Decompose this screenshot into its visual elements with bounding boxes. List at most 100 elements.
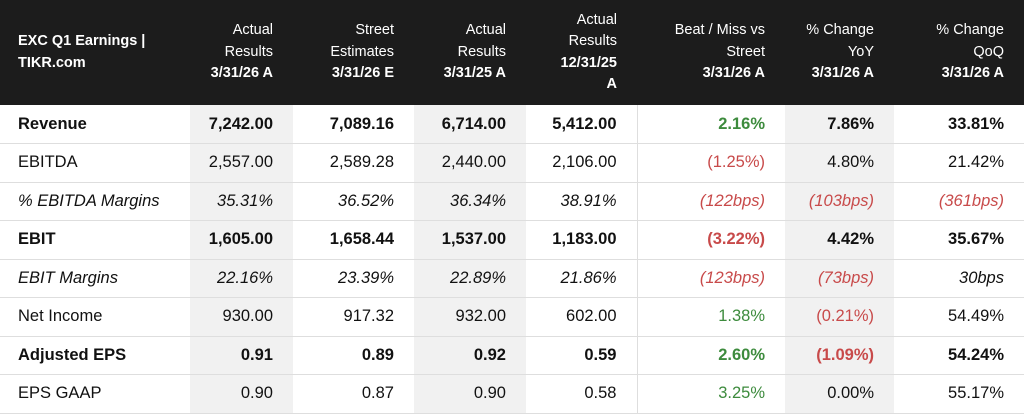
table-cell: 36.34% bbox=[414, 182, 526, 221]
table-cell: 0.00% bbox=[785, 374, 894, 414]
table-cell: 917.32 bbox=[293, 297, 414, 337]
table-cell: 0.91 bbox=[190, 336, 293, 375]
table-row-ebitda: EBITDA 2,557.00 2,589.28 2,440.00 2,106.… bbox=[0, 143, 1024, 183]
table-cell: 30bps bbox=[894, 259, 1024, 298]
table-cell: 23.39% bbox=[293, 259, 414, 298]
title-line-2: TIKR.com bbox=[18, 54, 86, 71]
column-header-date: 3/31/26 A bbox=[702, 65, 765, 82]
table-cell: 7,089.16 bbox=[293, 105, 414, 144]
table-cell: 0.87 bbox=[293, 374, 414, 414]
column-header-date: 12/31/25 bbox=[560, 54, 617, 71]
table-cell: (122bps) bbox=[636, 182, 785, 221]
column-header-date: 3/31/25 A bbox=[443, 65, 506, 82]
table-cell: 2,440.00 bbox=[414, 143, 526, 183]
row-label: Revenue bbox=[0, 105, 190, 144]
table-cell: 2.60% bbox=[636, 336, 785, 375]
table-row-adjusted-eps: Adjusted EPS 0.91 0.89 0.92 0.59 2.60% (… bbox=[0, 336, 1024, 375]
table-cell: 54.24% bbox=[894, 336, 1024, 375]
table-cell: 6,714.00 bbox=[414, 105, 526, 144]
table-cell: 21.42% bbox=[894, 143, 1024, 183]
table-row-eps-gaap: EPS GAAP 0.90 0.87 0.90 0.58 3.25% 0.00%… bbox=[0, 374, 1024, 414]
column-header-beat-miss: Beat / Miss vs Street 3/31/26 A bbox=[637, 0, 785, 105]
table-cell: 1,537.00 bbox=[414, 220, 526, 260]
column-header-line: Actual bbox=[576, 11, 617, 28]
table-cell: 1,183.00 bbox=[526, 220, 637, 260]
row-label: Net Income bbox=[0, 297, 190, 337]
table-cell: 35.31% bbox=[190, 182, 293, 221]
table-cell: (0.21%) bbox=[785, 297, 894, 337]
column-header-line: Actual bbox=[232, 22, 273, 39]
table-cell: (1.09%) bbox=[785, 336, 894, 375]
column-header-date: 3/31/26 A bbox=[811, 65, 874, 82]
table-cell: 22.16% bbox=[190, 259, 293, 298]
column-header-line: Results bbox=[224, 43, 273, 60]
row-label: EBITDA bbox=[0, 143, 190, 183]
column-header-line: Street bbox=[355, 22, 394, 39]
table-cell: 7,242.00 bbox=[190, 105, 293, 144]
table-cell: 0.58 bbox=[526, 374, 637, 414]
table-cell: 33.81% bbox=[894, 105, 1024, 144]
row-label: EBIT Margins bbox=[0, 259, 190, 298]
table-cell: 55.17% bbox=[894, 374, 1024, 414]
table-cell: 21.86% bbox=[526, 259, 637, 298]
table-cell: 0.90 bbox=[414, 374, 526, 414]
table-cell: 2,589.28 bbox=[293, 143, 414, 183]
table-cell: 22.89% bbox=[414, 259, 526, 298]
table-cell: 0.92 bbox=[414, 336, 526, 375]
column-header-actual-q4-25: Actual Results 12/31/25 A bbox=[526, 0, 637, 105]
column-header-date: 3/31/26 A bbox=[941, 65, 1004, 82]
table-cell: 0.59 bbox=[526, 336, 637, 375]
table-cell: 2,106.00 bbox=[526, 143, 637, 183]
column-header-line: Beat / Miss vs bbox=[674, 22, 765, 39]
table-cell: 38.91% bbox=[526, 182, 637, 221]
column-header-date: A bbox=[606, 76, 617, 92]
table-cell: 2,557.00 bbox=[190, 143, 293, 183]
column-header-street-estimates: Street Estimates 3/31/26 E bbox=[293, 0, 414, 105]
row-label: % EBITDA Margins bbox=[0, 182, 190, 221]
table-cell: 932.00 bbox=[414, 297, 526, 337]
table-cell: 7.86% bbox=[785, 105, 894, 144]
table-cell: 4.80% bbox=[785, 143, 894, 183]
row-label: EBIT bbox=[0, 220, 190, 260]
table-cell: 1,605.00 bbox=[190, 220, 293, 260]
column-header-line: Actual bbox=[465, 22, 506, 39]
table-row-ebitda-margins: % EBITDA Margins 35.31% 36.52% 36.34% 38… bbox=[0, 182, 1024, 221]
column-header-line: Street bbox=[726, 43, 765, 60]
column-header-actual-q1-26: Actual Results 3/31/26 A bbox=[190, 0, 293, 105]
column-header-date: 3/31/26 E bbox=[331, 65, 394, 82]
table-title: EXC Q1 Earnings | TIKR.com bbox=[0, 0, 190, 105]
table-cell: 5,412.00 bbox=[526, 105, 637, 144]
table-cell: (361bps) bbox=[894, 182, 1024, 221]
table-row-ebit: EBIT 1,605.00 1,658.44 1,537.00 1,183.00… bbox=[0, 220, 1024, 260]
table-cell: 3.25% bbox=[636, 374, 785, 414]
table-cell: 0.89 bbox=[293, 336, 414, 375]
table-cell: (3.22%) bbox=[636, 220, 785, 260]
column-header-line: YoY bbox=[847, 43, 874, 60]
header-row: EXC Q1 Earnings | TIKR.com Actual Result… bbox=[0, 0, 1024, 105]
table-cell: (73bps) bbox=[785, 259, 894, 298]
table-cell: 1.38% bbox=[636, 297, 785, 337]
table-cell: 602.00 bbox=[526, 297, 637, 337]
column-header-change-qoq: % Change QoQ 3/31/26 A bbox=[894, 0, 1024, 105]
column-header-line: QoQ bbox=[973, 43, 1004, 60]
table-cell: 36.52% bbox=[293, 182, 414, 221]
column-header-line: Results bbox=[568, 33, 617, 49]
table-cell: 2.16% bbox=[636, 105, 785, 144]
column-header-date: 3/31/26 A bbox=[210, 65, 273, 82]
table-cell: 35.67% bbox=[894, 220, 1024, 260]
table-row-net-income: Net Income 930.00 917.32 932.00 602.00 1… bbox=[0, 297, 1024, 337]
table-cell: (103bps) bbox=[785, 182, 894, 221]
title-line-1: EXC Q1 Earnings | bbox=[18, 33, 146, 49]
table-cell: (123bps) bbox=[636, 259, 785, 298]
table-cell: 4.42% bbox=[785, 220, 894, 260]
table-row-ebit-margins: EBIT Margins 22.16% 23.39% 22.89% 21.86%… bbox=[0, 259, 1024, 298]
table-cell: (1.25%) bbox=[636, 143, 785, 183]
column-header-change-yoy: % Change YoY 3/31/26 A bbox=[785, 0, 894, 105]
table-cell: 54.49% bbox=[894, 297, 1024, 337]
column-header-line: Estimates bbox=[330, 43, 394, 60]
table-cell: 0.90 bbox=[190, 374, 293, 414]
column-header-line: % Change bbox=[806, 22, 874, 39]
row-label: EPS GAAP bbox=[0, 374, 190, 414]
table-cell: 1,658.44 bbox=[293, 220, 414, 260]
